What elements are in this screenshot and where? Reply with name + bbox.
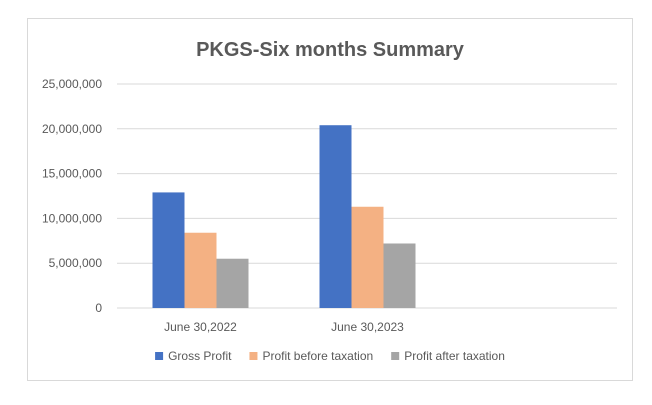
- legend-swatch: [249, 352, 258, 360]
- chart-title: PKGS-Six months Summary: [196, 39, 465, 61]
- y-tick-label: 25,000,000: [42, 77, 102, 91]
- legend-label: Profit after taxation: [404, 349, 505, 363]
- bars: [152, 125, 416, 308]
- bar: [216, 258, 249, 308]
- x-tick-label: June 30,2022: [164, 320, 237, 334]
- bar: [351, 206, 384, 308]
- bar: [319, 125, 352, 308]
- bar: [152, 192, 185, 308]
- bar: [383, 243, 416, 308]
- legend-label: Gross Profit: [168, 349, 232, 363]
- y-tick-label: 5,000,000: [49, 256, 103, 270]
- legend-swatch: [391, 352, 400, 360]
- y-axis-ticks: 0 5,000,000 10,000,000 15,000,000 20,000,000…: [42, 77, 102, 315]
- bar: [184, 232, 217, 308]
- y-tick-label: 20,000,000: [42, 122, 102, 136]
- x-tick-label: June 30,2023: [331, 320, 404, 334]
- y-tick-label: 15,000,000: [42, 167, 102, 181]
- x-axis-ticks: June 30,2022 June 30,2023: [164, 320, 404, 334]
- legend-swatch: [155, 352, 164, 360]
- y-tick-label: 10,000,000: [42, 211, 102, 225]
- legend: Gross Profit Profit before taxation Profit…: [155, 349, 505, 363]
- y-tick-label: 0: [95, 301, 102, 315]
- legend-label: Profit before taxation: [262, 349, 373, 363]
